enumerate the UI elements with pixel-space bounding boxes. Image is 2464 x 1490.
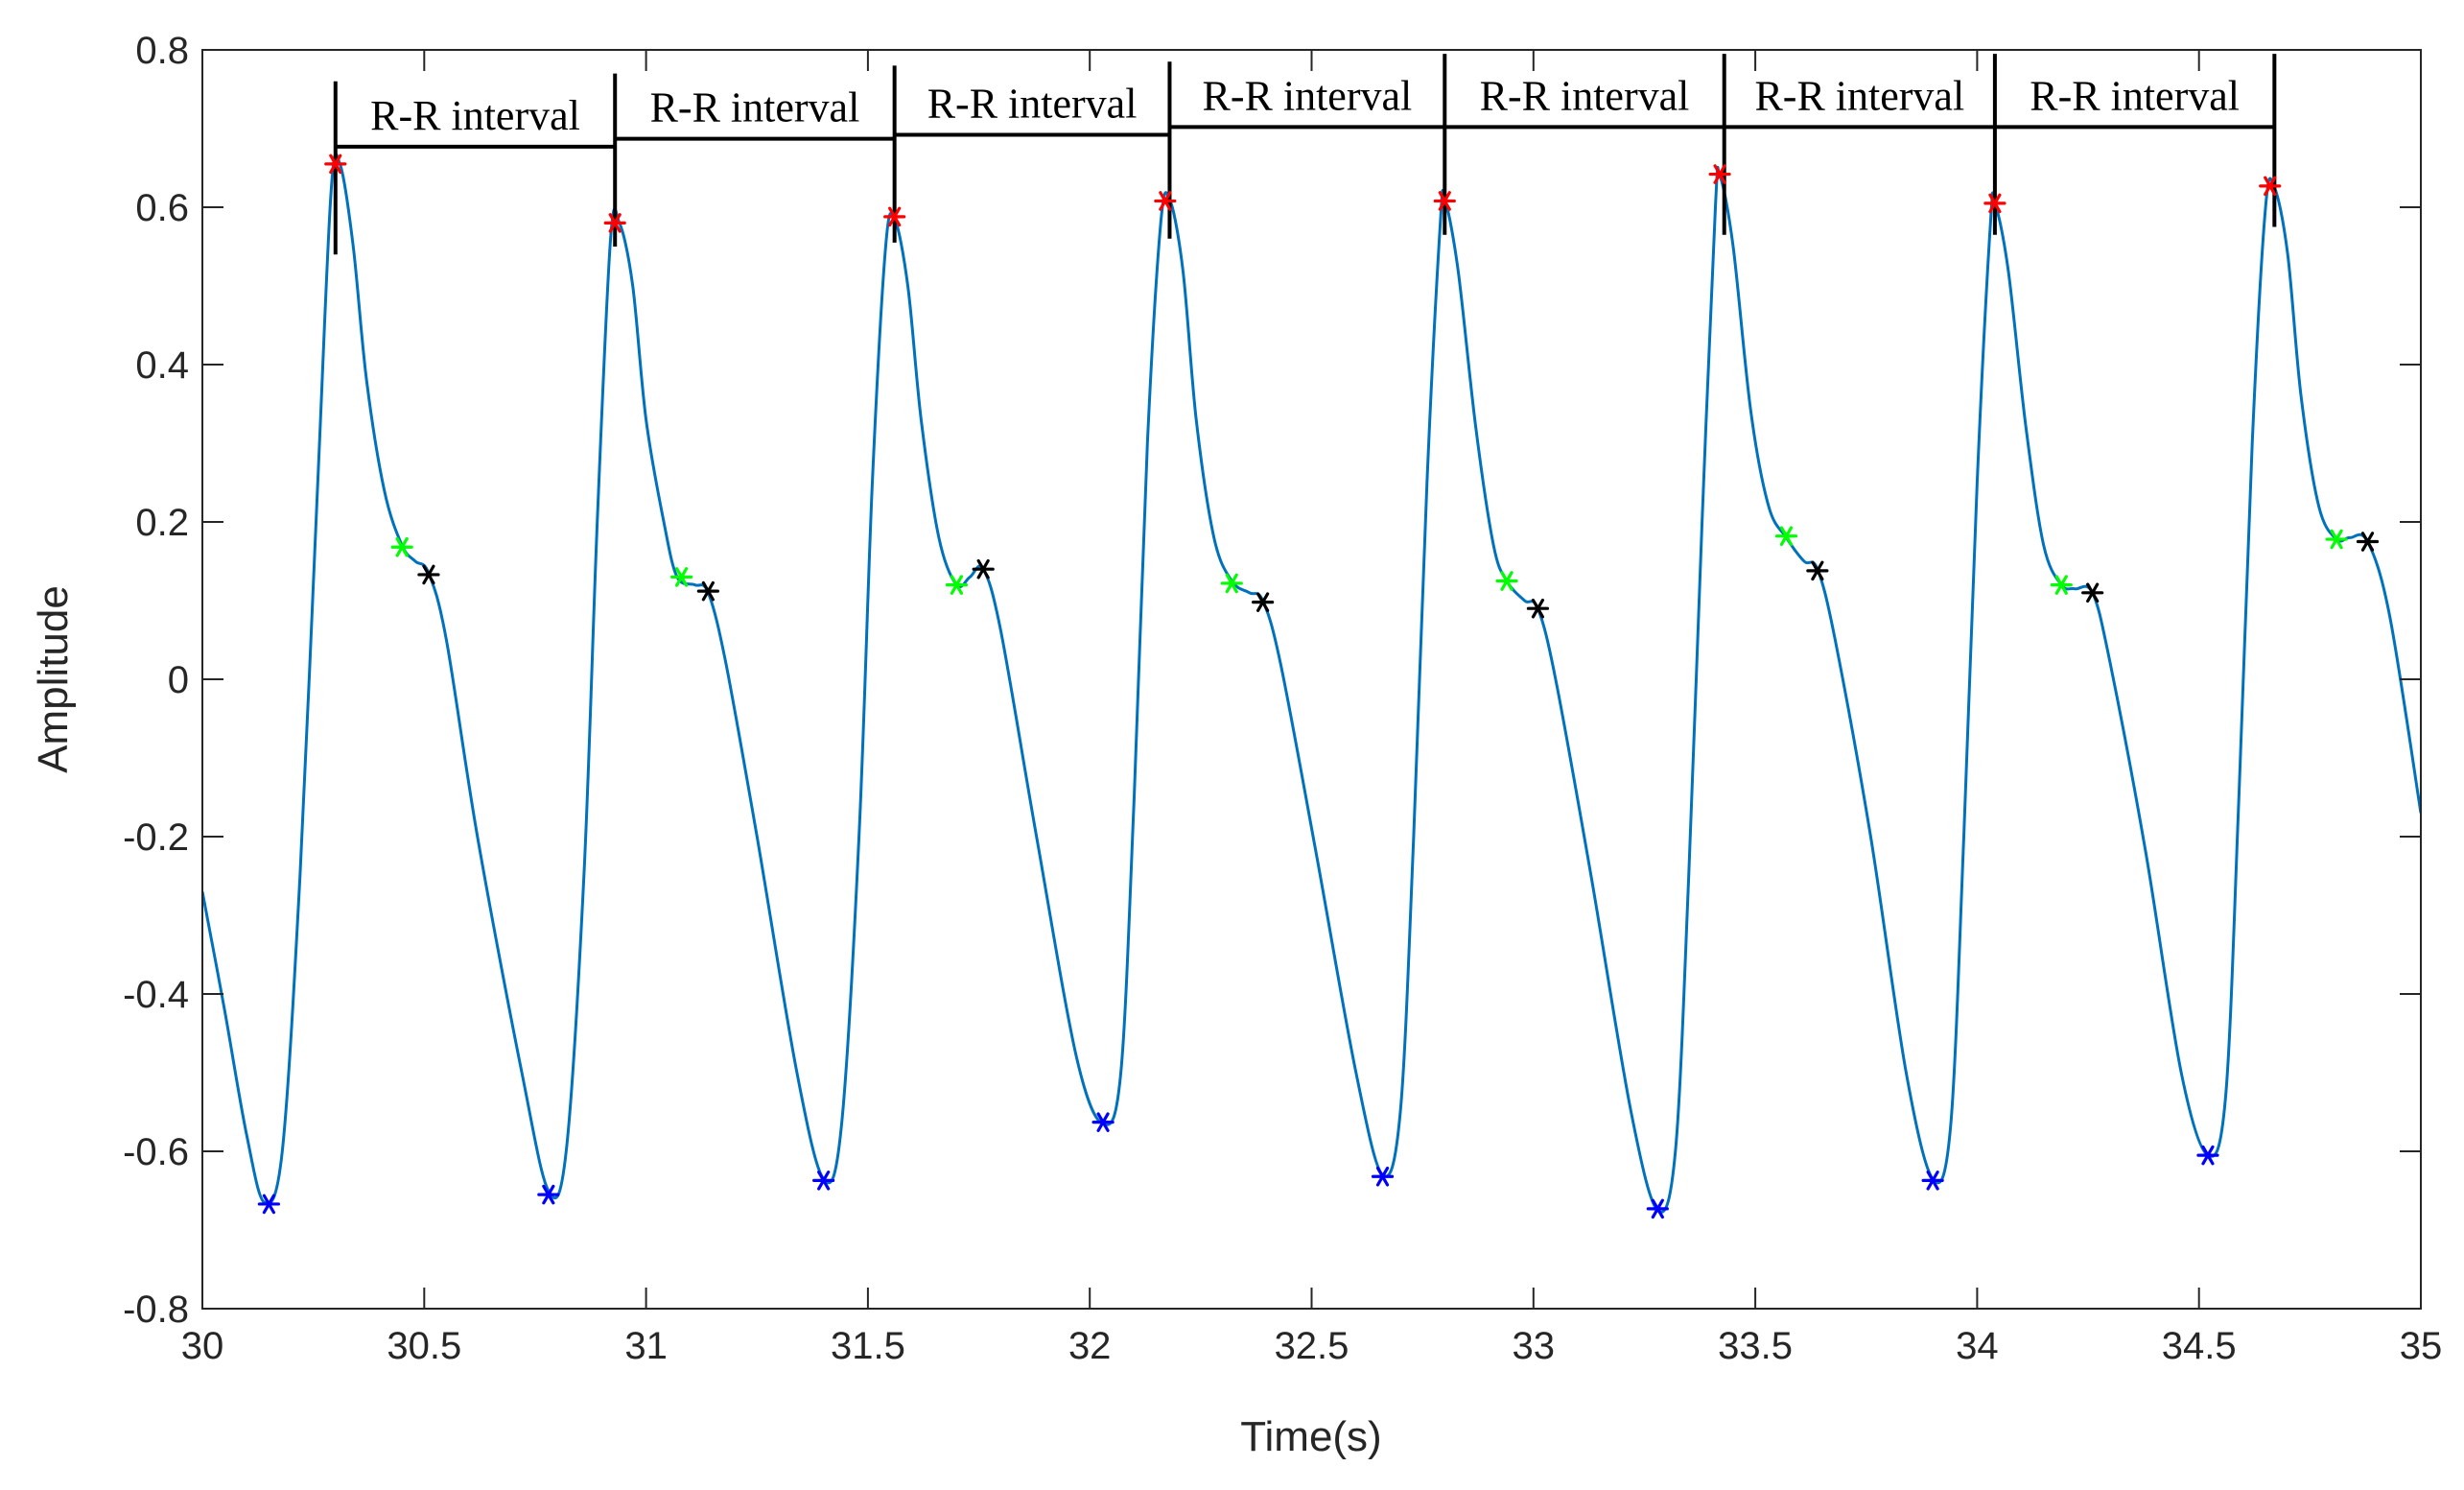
x-tick-label: 33.5: [1718, 1325, 1793, 1367]
x-tick-label: 35: [2400, 1325, 2443, 1367]
diastolic-peak-marker: [1806, 560, 1829, 581]
dicrotic-notch-marker: [1495, 571, 1518, 591]
dicrotic-notch-marker: [670, 567, 693, 587]
peak-marker: [1983, 193, 2006, 214]
peak-marker: [2259, 176, 2282, 197]
x-tick-label: 30: [181, 1325, 224, 1367]
signal-layer: [202, 153, 2421, 1214]
valley-marker: [537, 1184, 560, 1205]
valley-marker: [1371, 1166, 1395, 1187]
diastolic-peak-marker: [696, 580, 719, 602]
diastolic-peak-marker: [417, 564, 440, 585]
diastolic-peak-marker: [1526, 598, 1550, 619]
x-tick-label: 34: [1956, 1325, 1999, 1367]
valley-marker: [2196, 1145, 2219, 1166]
y-tick-label: -0.6: [123, 1131, 189, 1173]
dicrotic-notch-marker: [2050, 575, 2073, 595]
y-tick-label: 0.8: [135, 30, 189, 72]
dicrotic-notch-marker: [390, 536, 413, 557]
peak-marker: [324, 154, 347, 175]
dicrotic-notch-marker: [2325, 529, 2348, 550]
x-tick-label: 32.5: [1275, 1325, 1349, 1367]
y-axis-title: Amplitude: [30, 585, 77, 773]
y-tick-label: -0.4: [123, 974, 189, 1016]
x-axis-title: Time(s): [1240, 1413, 1381, 1460]
valley-marker: [812, 1171, 835, 1191]
rr-interval-label: R-R interval: [370, 92, 580, 139]
rr-interval-label: R-R interval: [927, 81, 1138, 128]
peak-marker: [1708, 164, 1731, 184]
peak-marker: [603, 213, 626, 233]
marker-layer: [257, 154, 2380, 1219]
x-tick-label: 34.5: [2162, 1325, 2237, 1367]
diastolic-peak-marker: [2081, 582, 2104, 603]
valley-marker: [257, 1194, 280, 1215]
valley-marker: [1091, 1112, 1115, 1132]
y-tick-label: 0.2: [135, 502, 189, 544]
valley-marker: [1646, 1198, 1669, 1219]
rr-interval-label: R-R interval: [1480, 72, 1690, 119]
rr-interval-label: R-R interval: [1203, 72, 1413, 119]
rr-interval-label: R-R interval: [2030, 72, 2240, 119]
rr-annotation-layer: R-R interval R-R interval R-R interval R-R …: [333, 54, 2277, 255]
x-tick-label: 30.5: [387, 1325, 461, 1367]
y-tick-label: -0.8: [123, 1289, 189, 1331]
rr-interval-label: R-R interval: [1754, 72, 1964, 119]
x-tick-label: 31.5: [831, 1325, 905, 1367]
dicrotic-notch-marker: [945, 575, 969, 595]
tick-layer: 30 30.5 31 31.5 32 32.5 33 33.5 34 34.5 35 -0.8 -0.6…: [123, 30, 2442, 1367]
dicrotic-notch-marker: [1220, 573, 1243, 594]
diastolic-peak-marker: [2356, 532, 2380, 552]
peak-marker: [1433, 191, 1456, 211]
x-tick-label: 31: [624, 1325, 668, 1367]
y-tick-label: -0.2: [123, 816, 189, 859]
rr-interval-label: R-R interval: [650, 84, 860, 131]
diastolic-peak-marker: [1252, 592, 1275, 612]
y-tick-label: 0: [168, 659, 189, 701]
signal-line: [202, 153, 2421, 1214]
x-tick-label: 32: [1068, 1325, 1112, 1367]
y-tick-label: 0.4: [135, 344, 189, 387]
valley-marker: [1921, 1171, 1944, 1191]
diastolic-peak-marker: [972, 558, 995, 579]
peak-marker: [1154, 191, 1177, 211]
x-tick-label: 33: [1513, 1325, 1556, 1367]
peak-marker: [883, 206, 906, 227]
y-tick-label: 0.6: [135, 187, 189, 229]
plot-background: [202, 50, 2421, 1309]
dicrotic-notch-marker: [1774, 526, 1798, 547]
